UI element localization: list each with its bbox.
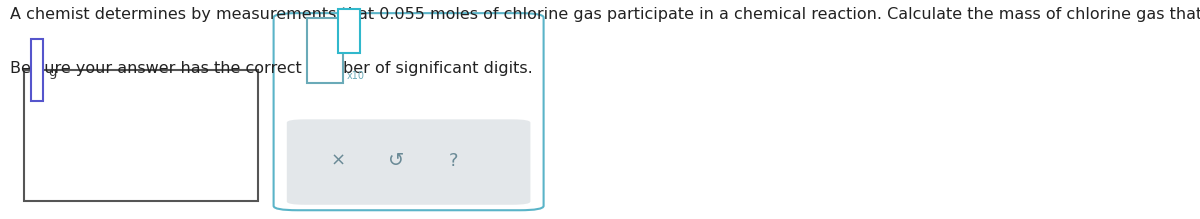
Text: Be sure your answer has the correct number of significant digits.: Be sure your answer has the correct numb… bbox=[10, 61, 533, 76]
Text: ↺: ↺ bbox=[388, 152, 404, 170]
Bar bbox=[307, 18, 343, 83]
FancyBboxPatch shape bbox=[287, 119, 530, 205]
Text: g: g bbox=[48, 66, 56, 79]
Text: x10: x10 bbox=[347, 71, 365, 81]
Bar bbox=[338, 9, 360, 53]
Text: ?: ? bbox=[449, 152, 458, 170]
Bar bbox=[24, 70, 258, 201]
Text: ×: × bbox=[331, 152, 346, 170]
FancyBboxPatch shape bbox=[274, 13, 544, 210]
Text: A chemist determines by measurements that 0.055 moles of chlorine gas participat: A chemist determines by measurements tha… bbox=[10, 7, 1200, 21]
Bar bbox=[31, 39, 43, 101]
